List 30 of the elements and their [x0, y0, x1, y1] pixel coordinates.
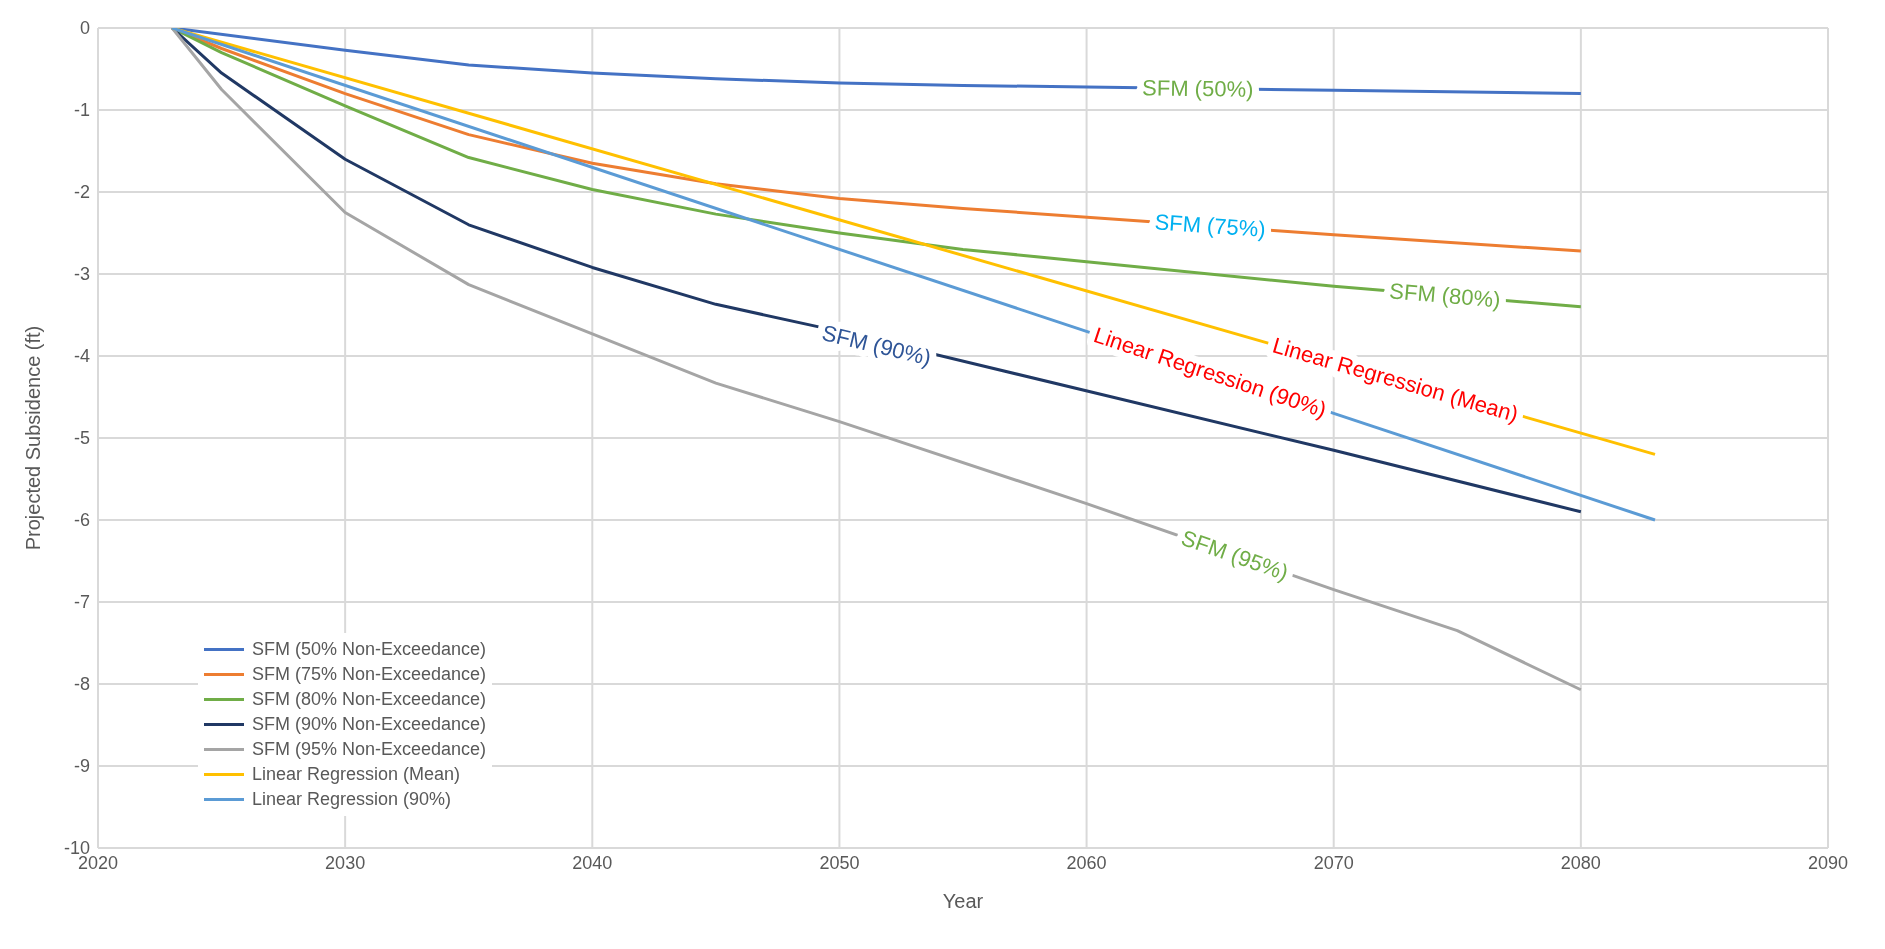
annotation: SFM (75%)	[1153, 209, 1267, 243]
y-tick-label: -1	[73, 100, 90, 121]
legend-label: SFM (90% Non-Exceedance)	[252, 713, 487, 736]
y-axis-title: Projected Subsidence (ft)	[22, 325, 45, 551]
legend-label: SFM (80% Non-Exceedance)	[252, 688, 487, 711]
y-tick-label: -7	[73, 592, 90, 613]
legend-label: SFM (75% Non-Exceedance)	[252, 663, 487, 686]
x-tick-label: 2040	[572, 852, 613, 873]
y-tick-label: -2	[73, 182, 90, 203]
x-tick-label: 2070	[1313, 852, 1354, 873]
y-tick-label: -5	[73, 428, 90, 449]
y-tick-label: -8	[73, 674, 90, 695]
y-tick-label: -6	[73, 510, 90, 531]
x-tick-label: 2050	[819, 852, 860, 873]
x-tick-label: 2060	[1066, 852, 1107, 873]
y-tick-label: -4	[73, 346, 90, 367]
y-tick-label: 0	[79, 18, 90, 39]
x-axis-title: Year	[942, 890, 984, 912]
annotation: SFM (95%)	[1178, 525, 1292, 586]
y-tick-label: -3	[73, 264, 90, 285]
annotation: SFM (90%)	[819, 320, 934, 371]
legend-label: Linear Regression (Mean)	[252, 763, 461, 786]
line-series	[170, 28, 1583, 692]
x-tick-label: 2030	[325, 852, 366, 873]
y-tick-label: -9	[73, 756, 90, 777]
legend-label: SFM (50% Non-Exceedance)	[252, 638, 487, 661]
x-tick-label: 2090	[1807, 852, 1849, 873]
x-tick-label: 2080	[1560, 852, 1601, 873]
legend-label: SFM (95% Non-Exceedance)	[252, 738, 487, 761]
legend-label: Linear Regression (90%)	[252, 788, 452, 811]
